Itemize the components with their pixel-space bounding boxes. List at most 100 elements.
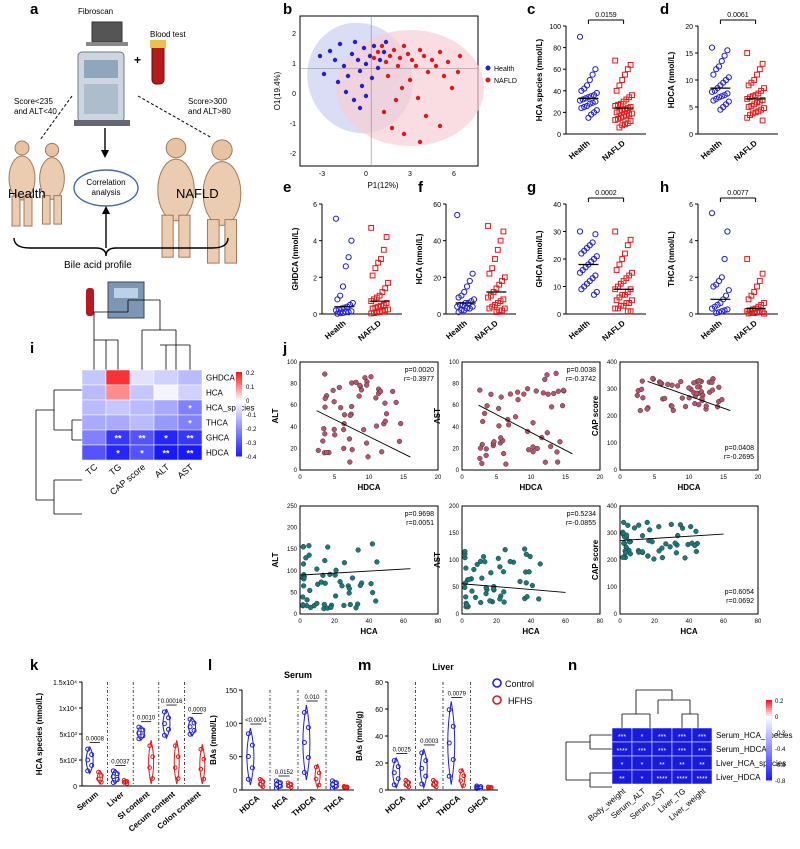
panel-c-health-point — [592, 98, 599, 105]
panel-j6-point — [651, 556, 657, 562]
panel-j4-point — [304, 597, 310, 603]
panel-l-pvalue: 0.010 — [304, 695, 320, 701]
panel-c-health-point — [578, 87, 585, 94]
row-dendrogram — [35, 389, 82, 515]
panel-m-control-violin — [392, 757, 401, 790]
panel-j4-point — [333, 567, 339, 573]
panel-j4-point — [355, 547, 361, 553]
panel-l-pvalue: <0.0001 — [245, 718, 268, 724]
heatmap-n-star: **** — [697, 776, 708, 783]
panel-g-nafld-point — [624, 308, 631, 315]
panel-m-title: Liver — [432, 662, 454, 672]
panel-j1-xlabel: HDCA — [357, 483, 380, 492]
colorbar-i-segment — [236, 428, 242, 432]
panel-j1-xtick: 15 — [400, 475, 407, 481]
panel-j4-point — [314, 566, 320, 572]
heatmap-n-star: **** — [677, 776, 688, 783]
panel-j6-point — [693, 548, 699, 555]
panel-l-control-point — [301, 770, 307, 775]
panel-l-control-point — [273, 785, 279, 791]
panel-j5-ytick: 200 — [449, 504, 460, 510]
colorbar-n-segment — [766, 740, 772, 743]
heatmap-n-star: *** — [658, 734, 666, 741]
colorbar-i-tick: 0.2 — [246, 371, 255, 377]
pca-nafld-point — [391, 47, 397, 53]
blood-test-label: Blood test — [150, 30, 186, 39]
pca-health-point — [327, 48, 333, 54]
heatmap-n-star: *** — [678, 734, 686, 741]
pca-nafld-point — [405, 51, 411, 57]
panel-k-hfhs-point — [172, 765, 178, 770]
panel-j2-point — [540, 390, 546, 396]
panel-k-hfhs-point — [198, 766, 204, 772]
panel-j2-point — [554, 449, 560, 455]
col-dendrogram — [93, 299, 191, 370]
pca-health-point — [357, 68, 363, 74]
panel-e-health-point — [334, 310, 341, 317]
panel-j2-point — [524, 386, 531, 392]
heatmap-i-cell — [81, 399, 107, 416]
panel-l-xtick-label: THDCA — [290, 793, 317, 818]
panel-k-control-violin — [188, 717, 197, 737]
heatmap-n-star: ** — [619, 776, 625, 783]
panel-j2-point — [477, 387, 483, 393]
colorbar-i-segment — [236, 403, 242, 407]
panel-d-nafld-point — [744, 50, 751, 56]
panel-l-hfhs-point — [288, 784, 294, 790]
panel-j6-ytick: 300 — [607, 531, 618, 537]
panel-g-ytick-label: 10 — [553, 285, 561, 292]
heatmap-i-col-label: TC — [84, 462, 100, 478]
panel-l-hfhs-point — [313, 764, 319, 770]
panel-e-health-point — [332, 307, 340, 314]
panel-e-ytick-label: 4 — [313, 239, 317, 246]
panel-j6-point — [647, 527, 653, 533]
heatmap-n-cell — [691, 769, 713, 785]
pca-health-point — [363, 93, 369, 99]
panel-l-title: Serum — [284, 670, 312, 680]
panel-k-control-point — [85, 768, 91, 774]
panel-j3-trend-line — [647, 381, 731, 412]
panel-j4-pvalue: p=0.9698 — [405, 511, 434, 518]
heatmap-i-star: ** — [186, 434, 194, 444]
panel-k-control-point — [85, 757, 91, 763]
pca-health-point — [375, 65, 381, 71]
colorbar-i-segment — [236, 374, 242, 377]
panel-m-control-violin — [419, 748, 428, 790]
panel-e-ytick-label: 0 — [313, 312, 317, 319]
pca-nafld-point — [413, 63, 419, 69]
panel-d-health-point — [708, 88, 716, 95]
curly-brace — [13, 237, 229, 257]
pca-health-point — [361, 45, 367, 51]
colorbar-n-segment — [766, 720, 772, 723]
legend-nafld-marker — [485, 77, 491, 83]
panel-j3-point — [665, 381, 671, 387]
panel-j3-ylabel: CAP score — [591, 395, 600, 436]
panel-j2-xtick: 15 — [562, 475, 569, 481]
panel-m-ylabel: BAs (nmol/g) — [355, 711, 364, 761]
leg-icon — [178, 214, 191, 258]
pca-nafld-point — [401, 131, 407, 137]
panel-j3-ytick: 0 — [614, 468, 618, 474]
panel-j4-point — [374, 559, 380, 565]
panel-j4-point — [322, 580, 328, 586]
heatmap-i-cell — [177, 384, 203, 401]
correlation-label-1: Correlation — [86, 178, 125, 187]
panel-letter-a: a — [30, 1, 39, 18]
panel-m-control-point — [446, 773, 452, 779]
heatmap-i-row-label: THCA — [206, 419, 228, 428]
panel-f-nafld-point — [489, 265, 496, 272]
panel-j2-point — [542, 459, 548, 465]
panel-k-control-point — [110, 774, 116, 780]
pca-nafld-point — [397, 55, 403, 61]
panel-f-health-point — [455, 294, 462, 301]
heatmap-i-row-label: HDCA — [206, 449, 229, 458]
colorbar-n-segment — [766, 742, 772, 745]
panel-f-health-point — [454, 303, 461, 310]
panel-j5-ytick: 150 — [449, 531, 460, 537]
panel-j5-point — [471, 566, 477, 573]
panel-j2-point — [515, 389, 521, 395]
pca-nafld-point — [415, 95, 421, 101]
panel-d-nafld-point — [756, 66, 763, 73]
panel-c-nafld-point — [616, 124, 623, 131]
